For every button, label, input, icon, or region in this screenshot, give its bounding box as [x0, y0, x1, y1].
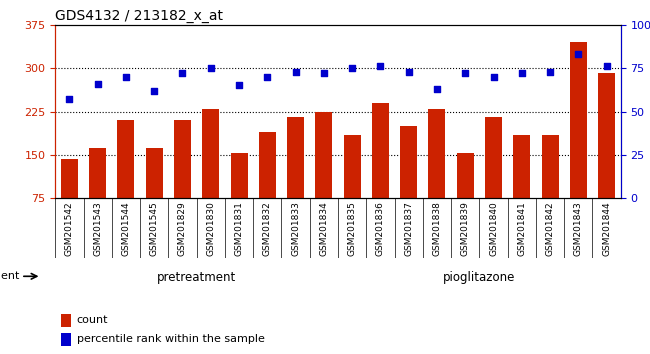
Bar [598, 73, 615, 242]
Point [121, 74, 131, 80]
Point [601, 64, 612, 69]
Bar [344, 135, 361, 242]
Point [545, 69, 555, 74]
Point [64, 97, 75, 102]
Text: GSM201545: GSM201545 [150, 201, 159, 256]
Bar [61, 314, 71, 326]
Text: GSM201544: GSM201544 [122, 201, 131, 256]
Text: GSM201843: GSM201843 [574, 201, 583, 256]
Bar [570, 42, 587, 242]
Bar [89, 148, 106, 242]
Text: GSM201841: GSM201841 [517, 201, 526, 256]
Bar [541, 135, 558, 242]
Bar [146, 148, 162, 242]
Bar [259, 132, 276, 242]
Point [517, 70, 527, 76]
Bar [61, 159, 78, 242]
Bar [372, 103, 389, 242]
Point [573, 51, 584, 57]
Text: pretreatment: pretreatment [157, 272, 236, 284]
Text: GSM201834: GSM201834 [319, 201, 328, 256]
Text: GSM201829: GSM201829 [178, 201, 187, 256]
Point [262, 74, 272, 80]
Text: GSM201835: GSM201835 [348, 201, 357, 256]
Bar [287, 117, 304, 242]
Text: percentile rank within the sample: percentile rank within the sample [77, 335, 265, 344]
Text: pioglitazone: pioglitazone [443, 272, 515, 284]
Text: GSM201837: GSM201837 [404, 201, 413, 256]
Point [460, 70, 471, 76]
Point [375, 64, 385, 69]
Bar [457, 153, 474, 242]
Text: GSM201844: GSM201844 [602, 201, 611, 256]
Point [177, 70, 188, 76]
Text: agent: agent [0, 271, 20, 281]
Point [318, 70, 329, 76]
Bar [118, 120, 135, 242]
Point [149, 88, 159, 93]
Text: GSM201832: GSM201832 [263, 201, 272, 256]
Text: GSM201830: GSM201830 [206, 201, 215, 256]
Bar [514, 135, 530, 242]
Point [347, 65, 358, 71]
Bar [315, 112, 332, 242]
Point [92, 81, 103, 87]
Bar [428, 109, 445, 242]
Text: GSM201833: GSM201833 [291, 201, 300, 256]
Text: GSM201543: GSM201543 [93, 201, 102, 256]
Bar [174, 120, 191, 242]
Text: GSM201838: GSM201838 [432, 201, 441, 256]
Text: GSM201842: GSM201842 [545, 201, 554, 256]
Text: GSM201839: GSM201839 [461, 201, 470, 256]
Text: GSM201542: GSM201542 [65, 201, 74, 256]
Text: GSM201840: GSM201840 [489, 201, 498, 256]
Text: count: count [77, 315, 109, 325]
Bar [231, 153, 248, 242]
Point [404, 69, 414, 74]
Point [488, 74, 499, 80]
Point [432, 86, 442, 92]
Bar [400, 126, 417, 242]
Point [234, 82, 244, 88]
Bar [202, 109, 219, 242]
Text: GSM201831: GSM201831 [235, 201, 244, 256]
Text: GSM201836: GSM201836 [376, 201, 385, 256]
Point [205, 65, 216, 71]
Text: GDS4132 / 213182_x_at: GDS4132 / 213182_x_at [55, 9, 223, 23]
Bar [485, 117, 502, 242]
Bar [61, 333, 71, 346]
Point [291, 69, 301, 74]
